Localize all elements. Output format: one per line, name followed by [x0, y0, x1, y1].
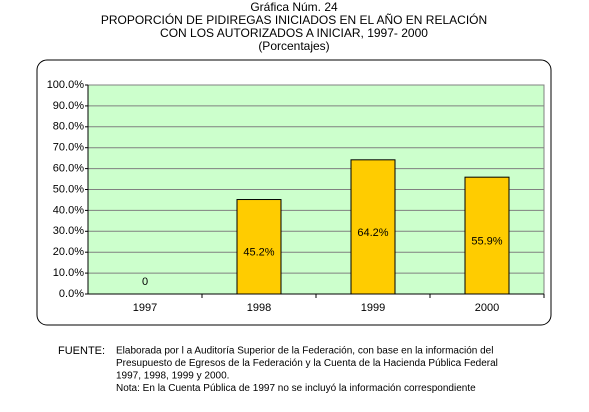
y-tick-label: 90.0%: [53, 100, 84, 112]
data-label: 45.2%: [243, 247, 274, 259]
x-tick-label: 1998: [247, 302, 271, 314]
y-tick-label: 100.0%: [47, 79, 85, 91]
y-tick-label: 70.0%: [53, 142, 84, 154]
bar: [236, 199, 282, 295]
y-tick-label: 0.0%: [59, 288, 84, 300]
y-tick-label: 80.0%: [53, 121, 84, 133]
footnote-label: FUENTE:: [58, 345, 105, 357]
data-label: 55.9%: [471, 235, 502, 247]
y-tick-label: 50.0%: [53, 183, 84, 195]
chart-title: CON LOS AUTORIZADOS A INICIAR, 1997- 200…: [160, 26, 428, 40]
footnote-line: 1997, 1998, 1999 y 2000.: [116, 371, 229, 382]
y-tick-label: 10.0%: [53, 267, 84, 279]
chart-title: (Porcentajes): [258, 39, 329, 53]
x-tick-label: 1999: [361, 302, 385, 314]
x-tick-label: 2000: [475, 302, 499, 314]
chart-title: PROPORCIÓN DE PIDIREGAS INICIADOS EN EL …: [101, 12, 487, 27]
footnote-line: Elaborada por l a Auditoría Superior de …: [116, 346, 493, 357]
y-tick-label: 30.0%: [53, 225, 84, 237]
y-tick-label: 60.0%: [53, 163, 84, 175]
y-tick-label: 40.0%: [53, 204, 84, 216]
x-tick-label: 1997: [133, 302, 157, 314]
footnote-line: Nota: En la Cuenta Pública de 1997 no se…: [116, 383, 476, 394]
data-label: 64.2%: [357, 227, 388, 239]
footnote-line: Presupuesto de Egresos de la Federación …: [116, 358, 498, 369]
chart-title: Gráfica Núm. 24: [250, 0, 338, 14]
bar: [464, 176, 510, 295]
y-tick-label: 20.0%: [53, 246, 84, 258]
bar: [350, 159, 396, 295]
data-label: 0: [142, 276, 148, 288]
